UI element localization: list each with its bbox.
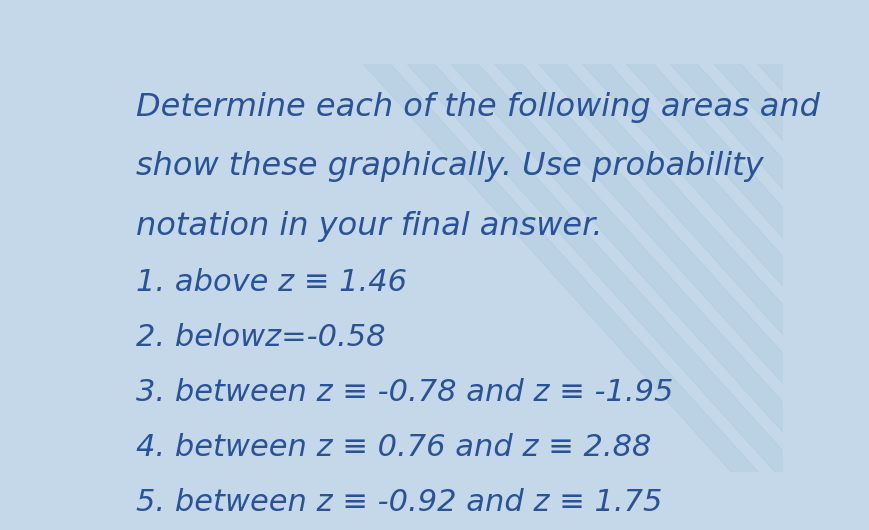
Text: 5. between z ≡ -0.92 and z ≡ 1.75: 5. between z ≡ -0.92 and z ≡ 1.75 [136,488,661,517]
Polygon shape [607,43,869,492]
Polygon shape [694,43,869,492]
Polygon shape [388,43,819,492]
Text: 4. between z ≡ 0.76 and z ≡ 2.88: 4. between z ≡ 0.76 and z ≡ 2.88 [136,433,650,462]
Polygon shape [739,43,869,492]
Polygon shape [432,43,863,492]
Text: 2. belowz=-0.58: 2. belowz=-0.58 [136,323,385,352]
Text: 3. between z ≡ -0.78 and z ≡ -1.95: 3. between z ≡ -0.78 and z ≡ -1.95 [136,378,673,407]
Text: 1. above z ≡ 1.46: 1. above z ≡ 1.46 [136,268,406,297]
Polygon shape [826,43,869,492]
Text: Determine each of the following areas and: Determine each of the following areas an… [136,92,819,123]
Text: notation in your final answer.: notation in your final answer. [136,210,601,242]
Polygon shape [782,43,869,492]
Polygon shape [520,43,869,492]
Polygon shape [475,43,869,492]
Polygon shape [651,43,869,492]
Polygon shape [563,43,869,492]
Text: show these graphically. Use probability: show these graphically. Use probability [136,152,762,182]
Polygon shape [344,43,775,492]
